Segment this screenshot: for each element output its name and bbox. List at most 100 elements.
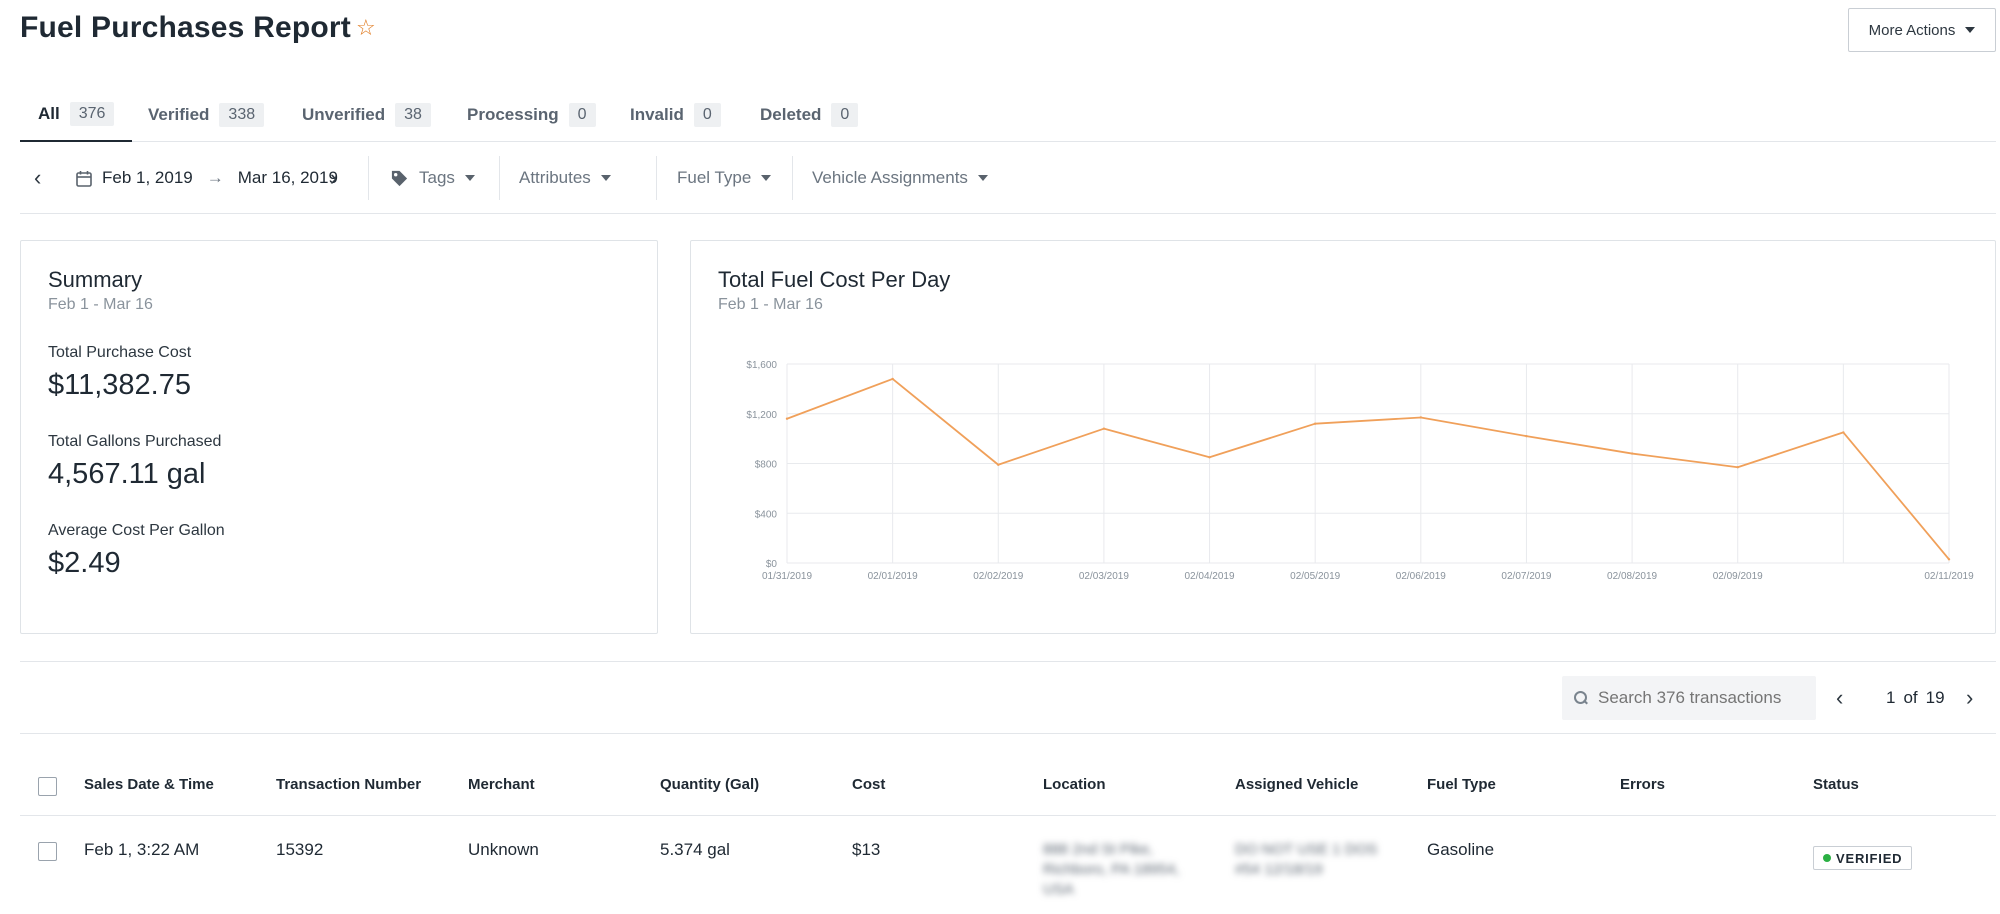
tab-all[interactable]: All 376	[20, 88, 133, 142]
row-assigned-vehicle[interactable]: DO NOT USE 1 DOS #54 12/18/19	[1235, 840, 1377, 880]
filter-bar: ‹ Feb 1, 2019 → Mar 16, 2019 › Tags Attr…	[20, 142, 1996, 214]
search-icon	[1574, 691, 1588, 705]
y-tick-label: $400	[755, 509, 778, 520]
x-tick-label: 02/07/2019	[1501, 571, 1551, 582]
tag-icon	[391, 170, 408, 186]
tab-label: Deleted	[760, 105, 822, 124]
vehicle-assignments-filter[interactable]: Vehicle Assignments	[812, 142, 988, 214]
fuel-type-filter-label: Fuel Type	[677, 168, 752, 187]
y-tick-label: $0	[766, 559, 778, 570]
row-date: Feb 1, 3:22 AM	[84, 840, 200, 859]
previous-page-button[interactable]: ‹	[1836, 676, 1843, 720]
fuel-type-filter[interactable]: Fuel Type	[677, 142, 772, 214]
row-checkbox[interactable]	[38, 842, 57, 861]
tab-invalid[interactable]: Invalid 0	[630, 88, 721, 142]
section-divider	[20, 733, 1996, 734]
chevron-left-icon: ‹	[1836, 685, 1844, 710]
select-all-checkbox[interactable]	[38, 777, 57, 796]
tab-count: 38	[395, 103, 431, 127]
tab-verified[interactable]: Verified 338	[148, 88, 265, 142]
page-of: of	[1903, 688, 1918, 707]
row-cost: $13	[852, 840, 881, 859]
chevron-down-icon	[464, 175, 475, 181]
column-header-assigned-vehicle[interactable]: Assigned Vehicle	[1235, 776, 1359, 793]
next-page-button[interactable]: ›	[1966, 676, 1973, 720]
attributes-filter-label: Attributes	[519, 168, 591, 187]
divider	[656, 156, 657, 200]
x-tick-label: 02/06/2019	[1396, 571, 1446, 582]
fuel-cost-line-chart: $0 $400 $800 $1,200 $1,600 01/31/2019 02/01/20…	[746, 360, 1974, 582]
average-cost-label: Average Cost Per Gallon	[48, 522, 225, 539]
summary-subtitle: Feb 1 - Mar 16	[48, 296, 153, 313]
x-tick-label: 02/04/2019	[1185, 571, 1235, 582]
chevron-right-icon: ›	[1966, 685, 1974, 710]
tab-deleted[interactable]: Deleted 0	[760, 88, 859, 142]
x-tick-label: 02/09/2019	[1713, 571, 1763, 582]
tab-label: Unverified	[302, 105, 386, 124]
section-divider	[20, 661, 1996, 662]
x-tick-label: 01/31/2019	[762, 571, 812, 582]
location-line: USA	[1043, 881, 1074, 898]
total-gallons-value: 4,567.11 gal	[48, 458, 206, 490]
previous-period-button[interactable]: ‹	[34, 142, 41, 214]
tab-label: All	[38, 104, 60, 123]
total-gallons-label: Total Gallons Purchased	[48, 433, 222, 450]
tab-count: 0	[568, 103, 596, 127]
chart-subtitle: Feb 1 - Mar 16	[718, 296, 823, 313]
column-header-cost[interactable]: Cost	[852, 776, 886, 793]
row-merchant: Unknown	[468, 840, 539, 859]
calendar-icon	[76, 170, 92, 187]
data-point	[1208, 456, 1211, 459]
page-indicator: 1 of 19	[1886, 676, 1945, 720]
tab-count: 338	[219, 103, 265, 127]
favorite-star-icon[interactable]: ☆	[356, 15, 376, 40]
divider	[368, 156, 369, 200]
chevron-down-icon	[761, 175, 772, 181]
column-header-date[interactable]: Sales Date & Time	[84, 776, 214, 793]
status-label: VERIFIED	[1836, 850, 1903, 866]
status-tabs: All 376 Verified 338 Unverified 38 Proce…	[20, 88, 1996, 142]
x-tick-label: 02/11/2019	[1924, 571, 1974, 582]
table-header-divider	[20, 815, 1996, 816]
date-range-picker[interactable]: Feb 1, 2019 → Mar 16, 2019	[76, 142, 338, 214]
summary-card: Summary Feb 1 - Mar 16 Total Purchase Co…	[20, 240, 658, 634]
page-header: Fuel Purchases Report ☆ More Actions	[20, 8, 1996, 56]
tab-unverified[interactable]: Unverified 38	[302, 88, 431, 142]
x-tick-label: 02/05/2019	[1290, 571, 1340, 582]
column-header-transaction[interactable]: Transaction Number	[276, 776, 422, 793]
x-tick-label: 02/02/2019	[973, 571, 1023, 582]
divider	[499, 156, 500, 200]
column-header-fuel-type[interactable]: Fuel Type	[1427, 776, 1496, 793]
column-header-quantity[interactable]: Quantity (Gal)	[660, 776, 760, 793]
tab-label: Processing	[467, 105, 559, 124]
summary-title: Summary	[48, 267, 143, 292]
data-point	[1947, 558, 1951, 561]
arrow-right-icon: →	[206, 168, 224, 187]
tab-label: Invalid	[630, 105, 684, 124]
column-header-status[interactable]: Status	[1813, 776, 1859, 793]
vehicle-assignments-filter-label: Vehicle Assignments	[812, 168, 968, 187]
search-box[interactable]	[1562, 676, 1816, 720]
row-transaction-number: 15392	[276, 840, 324, 859]
column-header-location[interactable]: Location	[1043, 776, 1106, 793]
column-header-errors[interactable]: Errors	[1620, 776, 1666, 793]
tab-processing[interactable]: Processing 0	[467, 88, 596, 142]
y-tick-label: $1,600	[746, 360, 777, 371]
status-badge: VERIFIED	[1813, 846, 1913, 870]
divider	[792, 156, 793, 200]
data-point	[1736, 466, 1739, 469]
tags-filter-label: Tags	[419, 168, 455, 187]
tags-filter[interactable]: Tags	[390, 142, 475, 214]
data-point	[891, 377, 894, 381]
fuel-cost-chart-card: Total Fuel Cost Per Day Feb 1 - Mar 16 $…	[690, 240, 1996, 634]
search-input[interactable]	[1596, 687, 1796, 709]
more-actions-button[interactable]: More Actions	[1848, 8, 1996, 52]
column-header-merchant[interactable]: Merchant	[468, 776, 535, 793]
next-period-button[interactable]: ›	[330, 142, 337, 214]
attributes-filter[interactable]: Attributes	[519, 142, 611, 214]
chart-title: Total Fuel Cost Per Day	[718, 267, 951, 292]
tab-count: 0	[693, 103, 721, 127]
more-actions-label: More Actions	[1868, 21, 1956, 39]
average-cost-value: $2.49	[48, 547, 121, 579]
chevron-left-icon: ‹	[34, 165, 42, 190]
